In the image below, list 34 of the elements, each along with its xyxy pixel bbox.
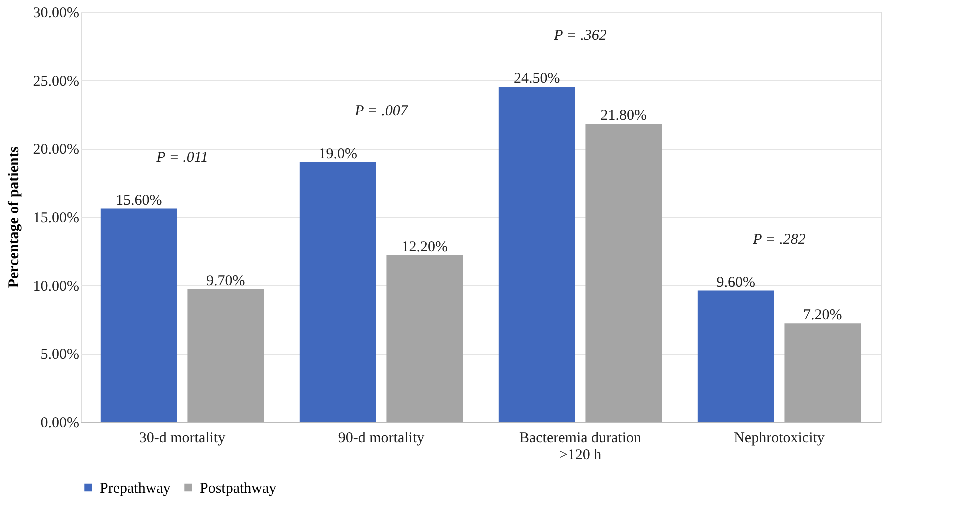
y-tick-label: 0.00% (40, 416, 80, 432)
bar (586, 124, 662, 422)
bar (188, 289, 264, 422)
bar (784, 324, 862, 422)
bar (498, 87, 576, 422)
x-tick-label: 90-d mortality (338, 430, 426, 446)
data-label: 12.20% (402, 239, 448, 256)
annotation: P = .007 (354, 103, 410, 120)
data-label: 19.0% (318, 146, 358, 162)
y-tick-label: 15.00% (33, 210, 80, 226)
legend-label: Postpathway (200, 480, 278, 497)
x-tick-label: Nephrotoxicity (734, 430, 826, 446)
y-tick-label: 30.00% (33, 6, 80, 22)
data-label: 9.70% (206, 273, 246, 290)
y-tick-label: 25.00% (33, 74, 80, 90)
legend-label: Prepathway (100, 480, 172, 497)
x-tick-label: Bacteremia duration >120 h (519, 430, 642, 464)
y-axis-title: Percentage of patients (6, 146, 22, 288)
data-label: 24.50% (514, 71, 560, 88)
data-label: 7.20% (804, 308, 842, 324)
bar (100, 208, 178, 422)
data-label: 21.80% (600, 108, 648, 124)
x-tick-label: 30-d mortality (139, 430, 226, 446)
y-tick-label: 20.00% (33, 142, 80, 158)
annotation: P = .011 (156, 150, 208, 166)
y-tick-label: 5.00% (40, 347, 80, 364)
bar (386, 255, 464, 422)
data-label: 9.60% (716, 274, 756, 291)
y-tick-label: 10.00% (33, 278, 80, 295)
annotation: P = .282 (752, 232, 806, 248)
data-label: 15.60% (116, 192, 162, 209)
bar (698, 290, 774, 422)
bar (300, 162, 376, 422)
annotation: P = .362 (553, 28, 608, 44)
